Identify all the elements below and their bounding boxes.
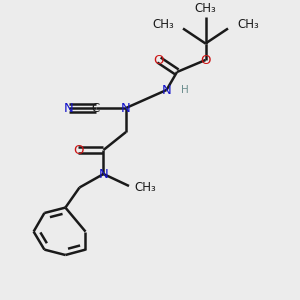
Text: N: N (99, 167, 108, 181)
Text: O: O (154, 53, 164, 67)
Text: O: O (200, 53, 211, 67)
Text: O: O (73, 143, 83, 157)
Text: CH₃: CH₃ (152, 17, 174, 31)
Text: N: N (121, 101, 131, 115)
Text: CH₃: CH₃ (237, 17, 259, 31)
Text: N: N (64, 101, 74, 115)
Text: CH₃: CH₃ (134, 181, 156, 194)
Text: C: C (92, 101, 100, 115)
Text: CH₃: CH₃ (195, 2, 216, 16)
Text: H: H (181, 85, 188, 95)
Text: N: N (162, 83, 171, 97)
